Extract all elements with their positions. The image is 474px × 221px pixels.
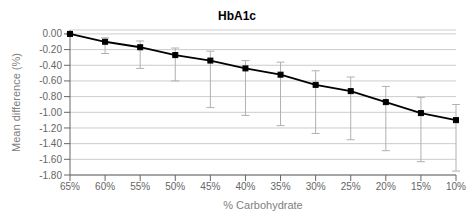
svg-text:-1.20: -1.20: [39, 123, 62, 134]
svg-text:-1.80: -1.80: [39, 170, 62, 181]
svg-text:-1.60: -1.60: [39, 154, 62, 165]
svg-text:55%: 55%: [130, 181, 150, 192]
svg-text:-0.40: -0.40: [39, 60, 62, 71]
svg-text:% Carbohydrate: % Carbohydrate: [223, 199, 303, 211]
svg-text:0.00: 0.00: [43, 28, 63, 39]
svg-text:35%: 35%: [271, 181, 291, 192]
svg-text:-0.60: -0.60: [39, 75, 62, 86]
svg-text:-0.80: -0.80: [39, 91, 62, 102]
svg-text:-1.00: -1.00: [39, 107, 62, 118]
svg-text:-0.20: -0.20: [39, 44, 62, 55]
svg-text:30%: 30%: [306, 181, 326, 192]
svg-text:20%: 20%: [376, 181, 396, 192]
svg-text:65%: 65%: [60, 181, 80, 192]
html-text:HbA1c: HbA1c: [218, 9, 256, 23]
svg-text:10%: 10%: [446, 181, 466, 192]
svg-text:40%: 40%: [235, 181, 255, 192]
svg-text:Mean difference (%): Mean difference (%): [10, 53, 22, 152]
svg-text:60%: 60%: [95, 181, 115, 192]
svg-text:25%: 25%: [341, 181, 361, 192]
svg-text:45%: 45%: [200, 181, 220, 192]
svg-text:-1.40: -1.40: [39, 138, 62, 149]
svg-text:50%: 50%: [165, 181, 185, 192]
svg-text:15%: 15%: [411, 181, 431, 192]
